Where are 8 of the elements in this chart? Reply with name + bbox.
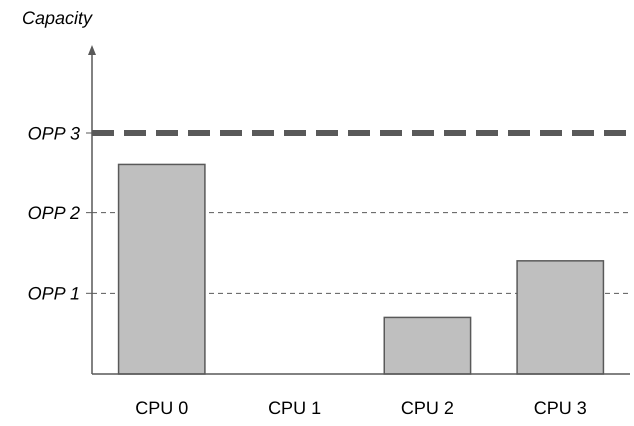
x-tick-label: CPU 1 [268,398,322,418]
text: Capacity [22,8,93,28]
x-tick-label: CPU 0 [135,398,188,418]
x-tick-label: CPU 3 [534,398,587,418]
ref-line-label: OPP 2 [28,202,80,223]
x-tick-label: CPU 2 [400,398,454,418]
ref-line-label: OPP 3 [28,123,80,144]
ref-line-label: OPP 1 [28,284,80,304]
